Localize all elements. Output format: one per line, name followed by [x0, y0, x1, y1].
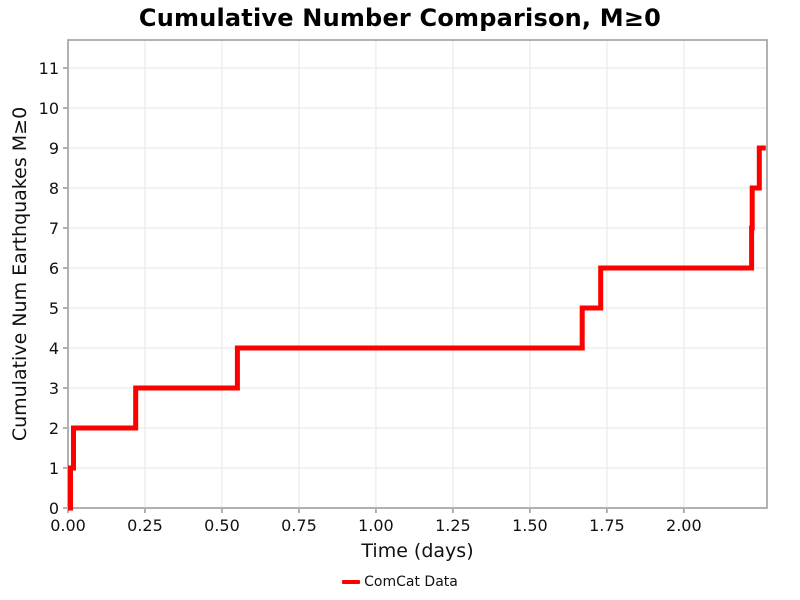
legend-line-marker [342, 580, 361, 584]
y-tick-label: 4 [49, 339, 59, 358]
x-axis-label: Time (days) [361, 540, 474, 562]
x-tick-label: 0.00 [50, 516, 86, 535]
y-tick-label: 8 [49, 179, 59, 198]
y-axis-label: Cumulative Num Earthquakes M≥0 [9, 106, 31, 442]
x-tick-label: 2.00 [666, 516, 702, 535]
axes-spines [67, 39, 768, 509]
y-tick-label: 9 [49, 139, 59, 158]
x-tick-label: 0.50 [204, 516, 240, 535]
y-tick-label: 1 [49, 459, 59, 478]
y-tick-label: 11 [39, 59, 59, 78]
x-tick-label: 0.25 [127, 516, 163, 535]
x-tick-label: 1.25 [435, 516, 471, 535]
legend-label: ComCat Data [364, 574, 458, 590]
y-tick-label: 2 [49, 419, 59, 438]
x-tick-label: 1.75 [589, 516, 625, 535]
y-tick-label: 0 [49, 499, 59, 518]
series-line-comcat-data [68, 145, 766, 511]
chart-title: Cumulative Number Comparison, M≥0 [138, 4, 662, 32]
y-tick-label: 3 [49, 379, 59, 398]
legend: ComCat Data [0, 570, 800, 594]
x-tick-label: 1.50 [512, 516, 548, 535]
y-tick-label: 5 [49, 299, 59, 318]
x-tick-label: 1.00 [358, 516, 394, 535]
y-tick-label: 7 [49, 219, 59, 238]
y-tick-label: 6 [49, 259, 59, 278]
x-tick-label: 0.75 [281, 516, 317, 535]
y-tick-label: 10 [39, 99, 59, 118]
